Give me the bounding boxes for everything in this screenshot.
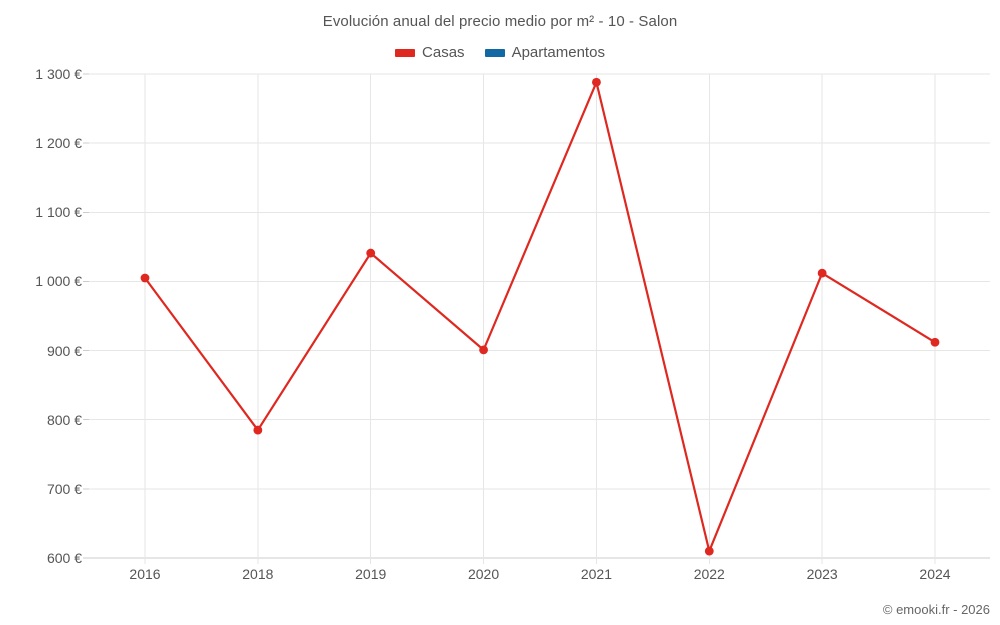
y-axis-tick-label: 1 200 €: [35, 135, 82, 152]
data-point[interactable]: [704, 546, 714, 556]
data-point[interactable]: [592, 77, 601, 87]
data-point[interactable]: [479, 345, 488, 355]
y-axis-tick-label: 1 100 €: [35, 204, 82, 221]
legend-item-apartamentos[interactable]: Apartamentos: [484, 44, 605, 61]
data-point[interactable]: [140, 273, 150, 283]
x-axis-tick-label: 2024: [919, 566, 951, 582]
y-axis-tick-label: 800 €: [46, 411, 82, 428]
y-axis: 600 € 700 € 800 € 900 € 1 000 € 1 100 € 1 200 …: [0, 0, 82, 625]
y-axis-tick-label: 1 300 €: [35, 66, 82, 82]
series-markers: [140, 77, 940, 556]
y-axis-tick-label: 1 000 €: [35, 273, 82, 290]
legend-label-apartamentos: Apartamentos: [511, 44, 605, 61]
x-axis-tick-label: 2021: [580, 566, 612, 582]
vertical-gridlines: [144, 74, 936, 564]
data-point[interactable]: [930, 337, 940, 347]
legend-swatch-casas: [395, 48, 416, 57]
x-axis-tick-label: 2016: [129, 566, 161, 582]
x-axis-tick-label: 2018: [242, 566, 274, 582]
y-axis-tick-label: 900 €: [46, 342, 82, 359]
x-axis-tick-label: 2023: [806, 566, 838, 582]
legend-label-casas: Casas: [422, 44, 465, 61]
series-lines: [143, 81, 937, 553]
series-line-casas: [143, 81, 937, 553]
data-point[interactable]: [366, 248, 376, 258]
x-axis-tick-label: 2020: [467, 566, 500, 582]
data-point[interactable]: [253, 425, 263, 435]
y-axis-tick-label: 600 €: [46, 550, 82, 566]
legend-swatch-apartamentos: [484, 48, 505, 57]
footer-credit: © emooki.fr - 2026: [882, 602, 990, 617]
legend-item-casas[interactable]: Casas: [395, 44, 465, 61]
x-axis-tick-label: 2022: [693, 566, 725, 582]
data-point[interactable]: [817, 268, 827, 278]
horizontal-gridlines: [83, 73, 990, 559]
x-axis-tick-label: 2019: [355, 566, 387, 582]
chart-legend: Casas Apartamentos: [0, 44, 1000, 61]
chart-title: Evolución anual del precio medio por m² …: [322, 13, 678, 30]
y-axis-tick-label: 700 €: [46, 480, 82, 497]
